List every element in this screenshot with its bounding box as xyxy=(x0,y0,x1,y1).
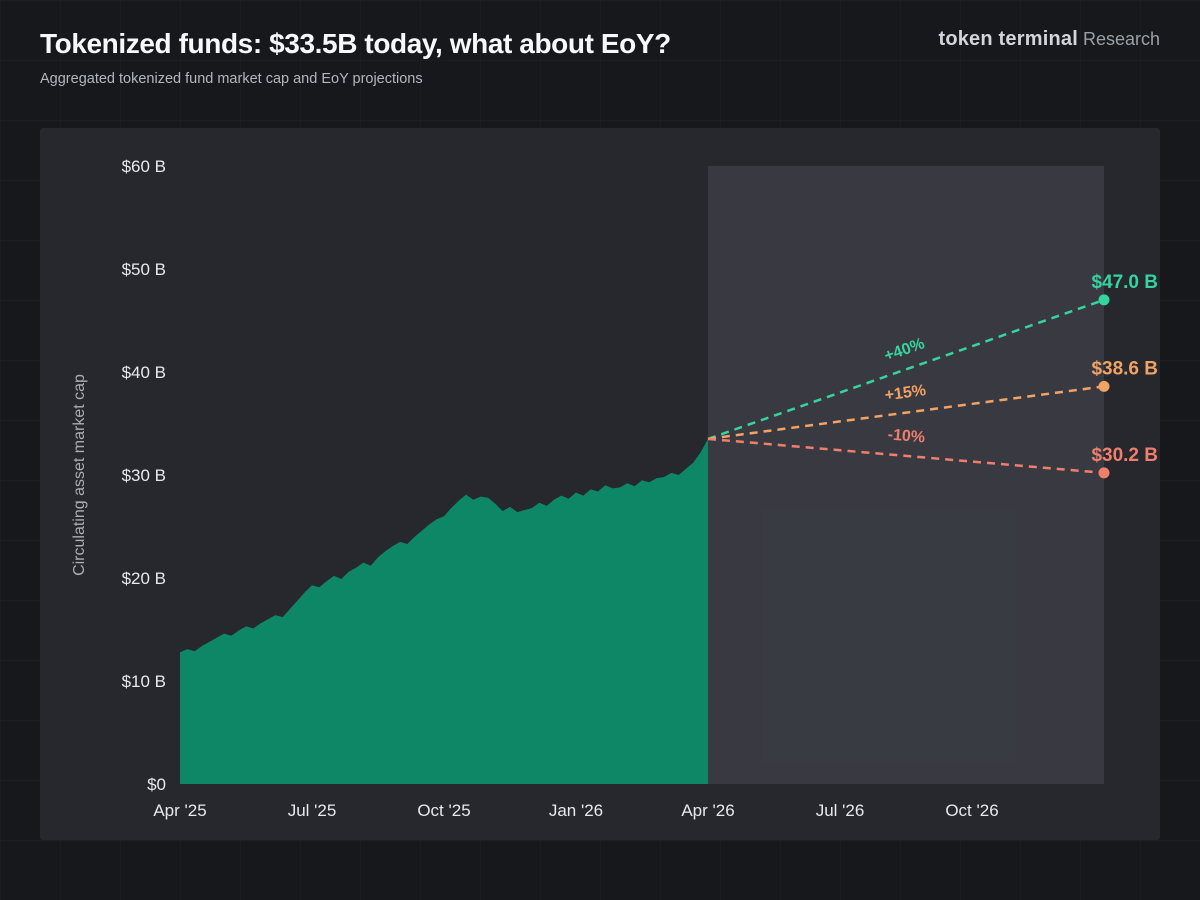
projection-endpoint-dot xyxy=(1098,467,1110,479)
page-subtitle: Aggregated tokenized fund market cap and… xyxy=(40,71,423,88)
projection-end-label: $38.6 B xyxy=(1091,358,1158,379)
brand-logo: token terminal xyxy=(938,28,1078,50)
x-tick-label: Jul '25 xyxy=(288,801,337,820)
x-tick-label: Oct '25 xyxy=(417,801,470,820)
header: Tokenized funds: $33.5B today, what abou… xyxy=(40,28,1160,87)
y-tick-label: $10 B xyxy=(122,672,166,691)
projection-end-label: $30.2 B xyxy=(1091,445,1158,466)
projection-pct-label: +15% xyxy=(884,382,927,404)
x-tick-label: Apr '25 xyxy=(153,801,206,820)
projection-line xyxy=(707,385,1105,441)
brand-suffix-label: Research xyxy=(1082,29,1160,49)
page-title: Tokenized funds: $33.5B today, what abou… xyxy=(40,28,671,59)
y-tick-label: $30 B xyxy=(122,466,166,485)
brand: token terminal Research xyxy=(938,28,1160,51)
y-tick-label: $20 B xyxy=(122,569,166,588)
projection-pct-label: -10% xyxy=(887,426,926,446)
x-tick-label: Apr '26 xyxy=(681,801,734,820)
chart-panel: $47.0 B +40% $38.6 B +15% $30.2 B -10% $60 B $5… xyxy=(40,128,1160,840)
y-tick-label: $60 B xyxy=(122,157,166,176)
y-tick-label: $50 B xyxy=(122,260,166,279)
projection-endpoint-dot xyxy=(1098,294,1110,306)
projection-end-label: $47.0 B xyxy=(1091,272,1158,293)
x-tick-label: Jan '26 xyxy=(549,801,603,820)
tokenized-funds-chart: $47.0 B+40%$38.6 B+15%$30.2 B-10%$60 B$5… xyxy=(71,157,1158,820)
x-tick-label: Oct '26 xyxy=(945,801,998,820)
y-tick-label: $0 xyxy=(147,775,166,794)
projection-endpoint-dot xyxy=(1098,380,1110,392)
history-area xyxy=(180,438,708,784)
y-tick-label: $40 B xyxy=(122,363,166,382)
x-tick-label: Jul '26 xyxy=(816,801,865,820)
projection-region xyxy=(708,166,1104,784)
y-axis-title: Circulating asset market cap xyxy=(71,374,88,576)
projection-line xyxy=(707,437,1105,475)
